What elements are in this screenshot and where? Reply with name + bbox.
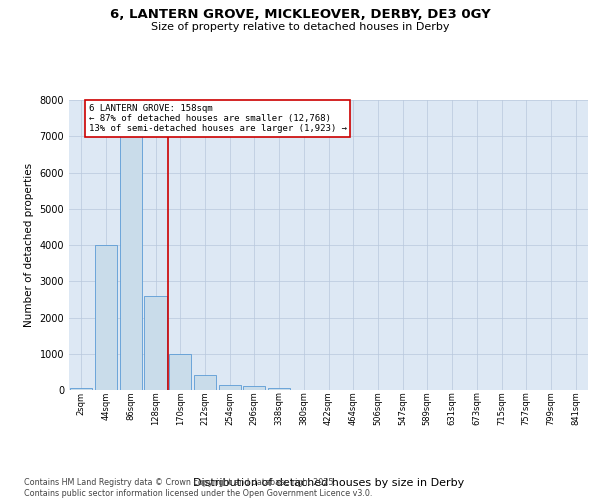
Text: 6 LANTERN GROVE: 158sqm
← 87% of detached houses are smaller (12,768)
13% of sem: 6 LANTERN GROVE: 158sqm ← 87% of detache… [89,104,347,134]
Text: Contains HM Land Registry data © Crown copyright and database right 2025.
Contai: Contains HM Land Registry data © Crown c… [24,478,373,498]
Text: 6, LANTERN GROVE, MICKLEOVER, DERBY, DE3 0GY: 6, LANTERN GROVE, MICKLEOVER, DERBY, DE3… [110,8,490,20]
Bar [95,245,117,390]
Y-axis label: Number of detached properties: Number of detached properties [24,163,34,327]
Bar [145,296,167,390]
Bar [218,386,241,390]
Bar [169,354,191,390]
Text: Size of property relative to detached houses in Derby: Size of property relative to detached ho… [151,22,449,32]
Bar [70,388,92,390]
Bar [119,126,142,390]
Bar [243,386,265,390]
Bar [194,375,216,390]
Bar [268,388,290,390]
X-axis label: Distribution of detached houses by size in Derby: Distribution of detached houses by size … [193,478,464,488]
